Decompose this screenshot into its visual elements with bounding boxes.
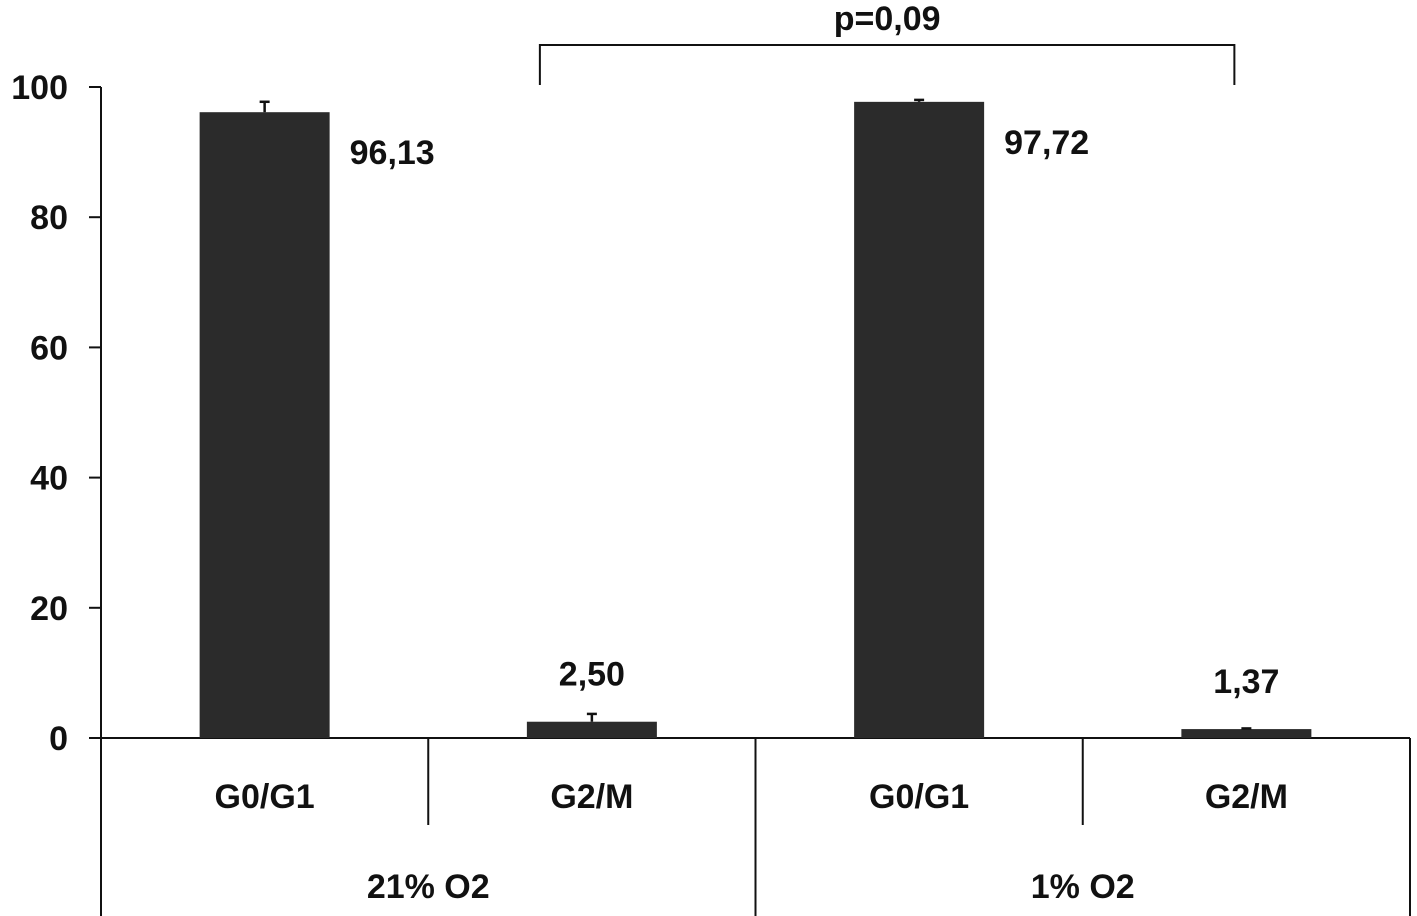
data-label: 2,50 — [559, 656, 625, 694]
bar — [854, 101, 985, 739]
data-label: 96,13 — [350, 134, 435, 172]
y-tick-label: 60 — [30, 329, 68, 367]
category-label: G2/M — [550, 778, 633, 816]
data-label: 97,72 — [1004, 124, 1089, 162]
y-tick-label: 0 — [49, 720, 68, 758]
y-tick-label: 40 — [30, 460, 68, 498]
category-label: G2/M — [1205, 778, 1288, 816]
bar — [526, 721, 657, 738]
category-label: G0/G1 — [869, 778, 969, 816]
y-tick-label: 80 — [30, 199, 68, 237]
data-label: 1,37 — [1213, 663, 1279, 701]
group-label: 21% O2 — [367, 868, 490, 906]
significance-bracket — [538, 44, 1236, 85]
y-tick-label: 100 — [11, 69, 68, 107]
y-tick-label: 20 — [30, 590, 68, 628]
bar — [1181, 729, 1312, 738]
group-label: 1% O2 — [1031, 868, 1135, 906]
bar — [199, 112, 330, 738]
annotation-layer: p=0,09 — [538, 0, 1236, 85]
category-label: G0/G1 — [215, 778, 315, 816]
labels-layer: 96,13 G0/G1 2,50 G2/M 97,72 G0/G1 1,37 G2/M 21% … — [215, 124, 1288, 906]
p-value-label: p=0,09 — [834, 0, 941, 38]
bars-layer — [199, 98, 1312, 739]
